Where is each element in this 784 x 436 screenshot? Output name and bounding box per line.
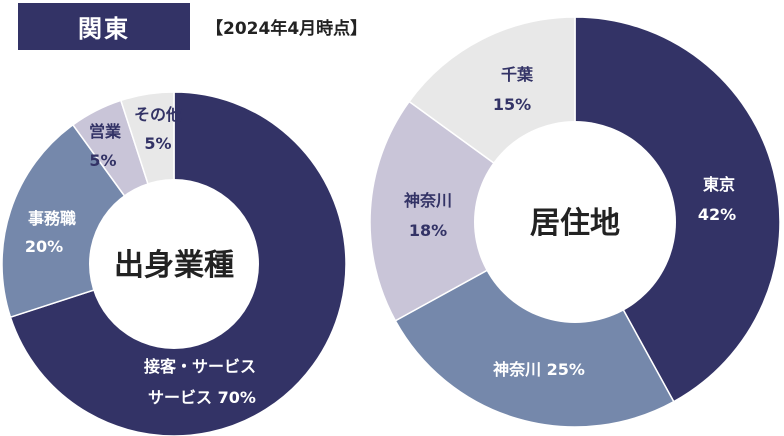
center-label-industry: 出身業種 bbox=[114, 248, 234, 283]
slice-label-value: 20% bbox=[25, 237, 63, 256]
slice-label-name: 神奈川 25% bbox=[493, 360, 585, 379]
slice-label-name: その他 bbox=[134, 105, 182, 124]
donut-industry: 出身業種 接客・サービス サービス 70% 事務職 20% 営業 5% その他 … bbox=[1, 91, 347, 436]
slice-label-value: 18% bbox=[409, 221, 447, 240]
slice-label-value: 5% bbox=[89, 151, 116, 170]
slice-label-name: 営業 bbox=[89, 122, 122, 141]
slice-label-name: 神奈川 bbox=[404, 191, 452, 210]
donut-residence: 居住地 東京 42% 神奈川 25% 神奈川 18% 千葉 15% bbox=[369, 16, 781, 428]
donut-hole bbox=[89, 179, 259, 349]
slice-label-value: 42% bbox=[698, 205, 736, 224]
center-label-residence: 居住地 bbox=[530, 206, 620, 241]
as-of-date: 【2024年4月時点】 bbox=[206, 19, 368, 39]
slice-label-name: 千葉 bbox=[501, 65, 534, 84]
slice-label-value: 15% bbox=[493, 95, 531, 114]
slice-label-name: 東京 bbox=[703, 175, 735, 194]
slice-label-value: 5% bbox=[144, 134, 171, 153]
donut-slice bbox=[369, 100, 577, 322]
slice-label-name: サービス 70% bbox=[148, 388, 256, 407]
slice-label-name: 接客・サービス bbox=[144, 357, 256, 376]
slice-label-name: 事務職 bbox=[28, 209, 76, 228]
donut-hole bbox=[474, 121, 676, 323]
region-badge: 関東 bbox=[18, 3, 190, 50]
donut-slice bbox=[394, 220, 675, 428]
